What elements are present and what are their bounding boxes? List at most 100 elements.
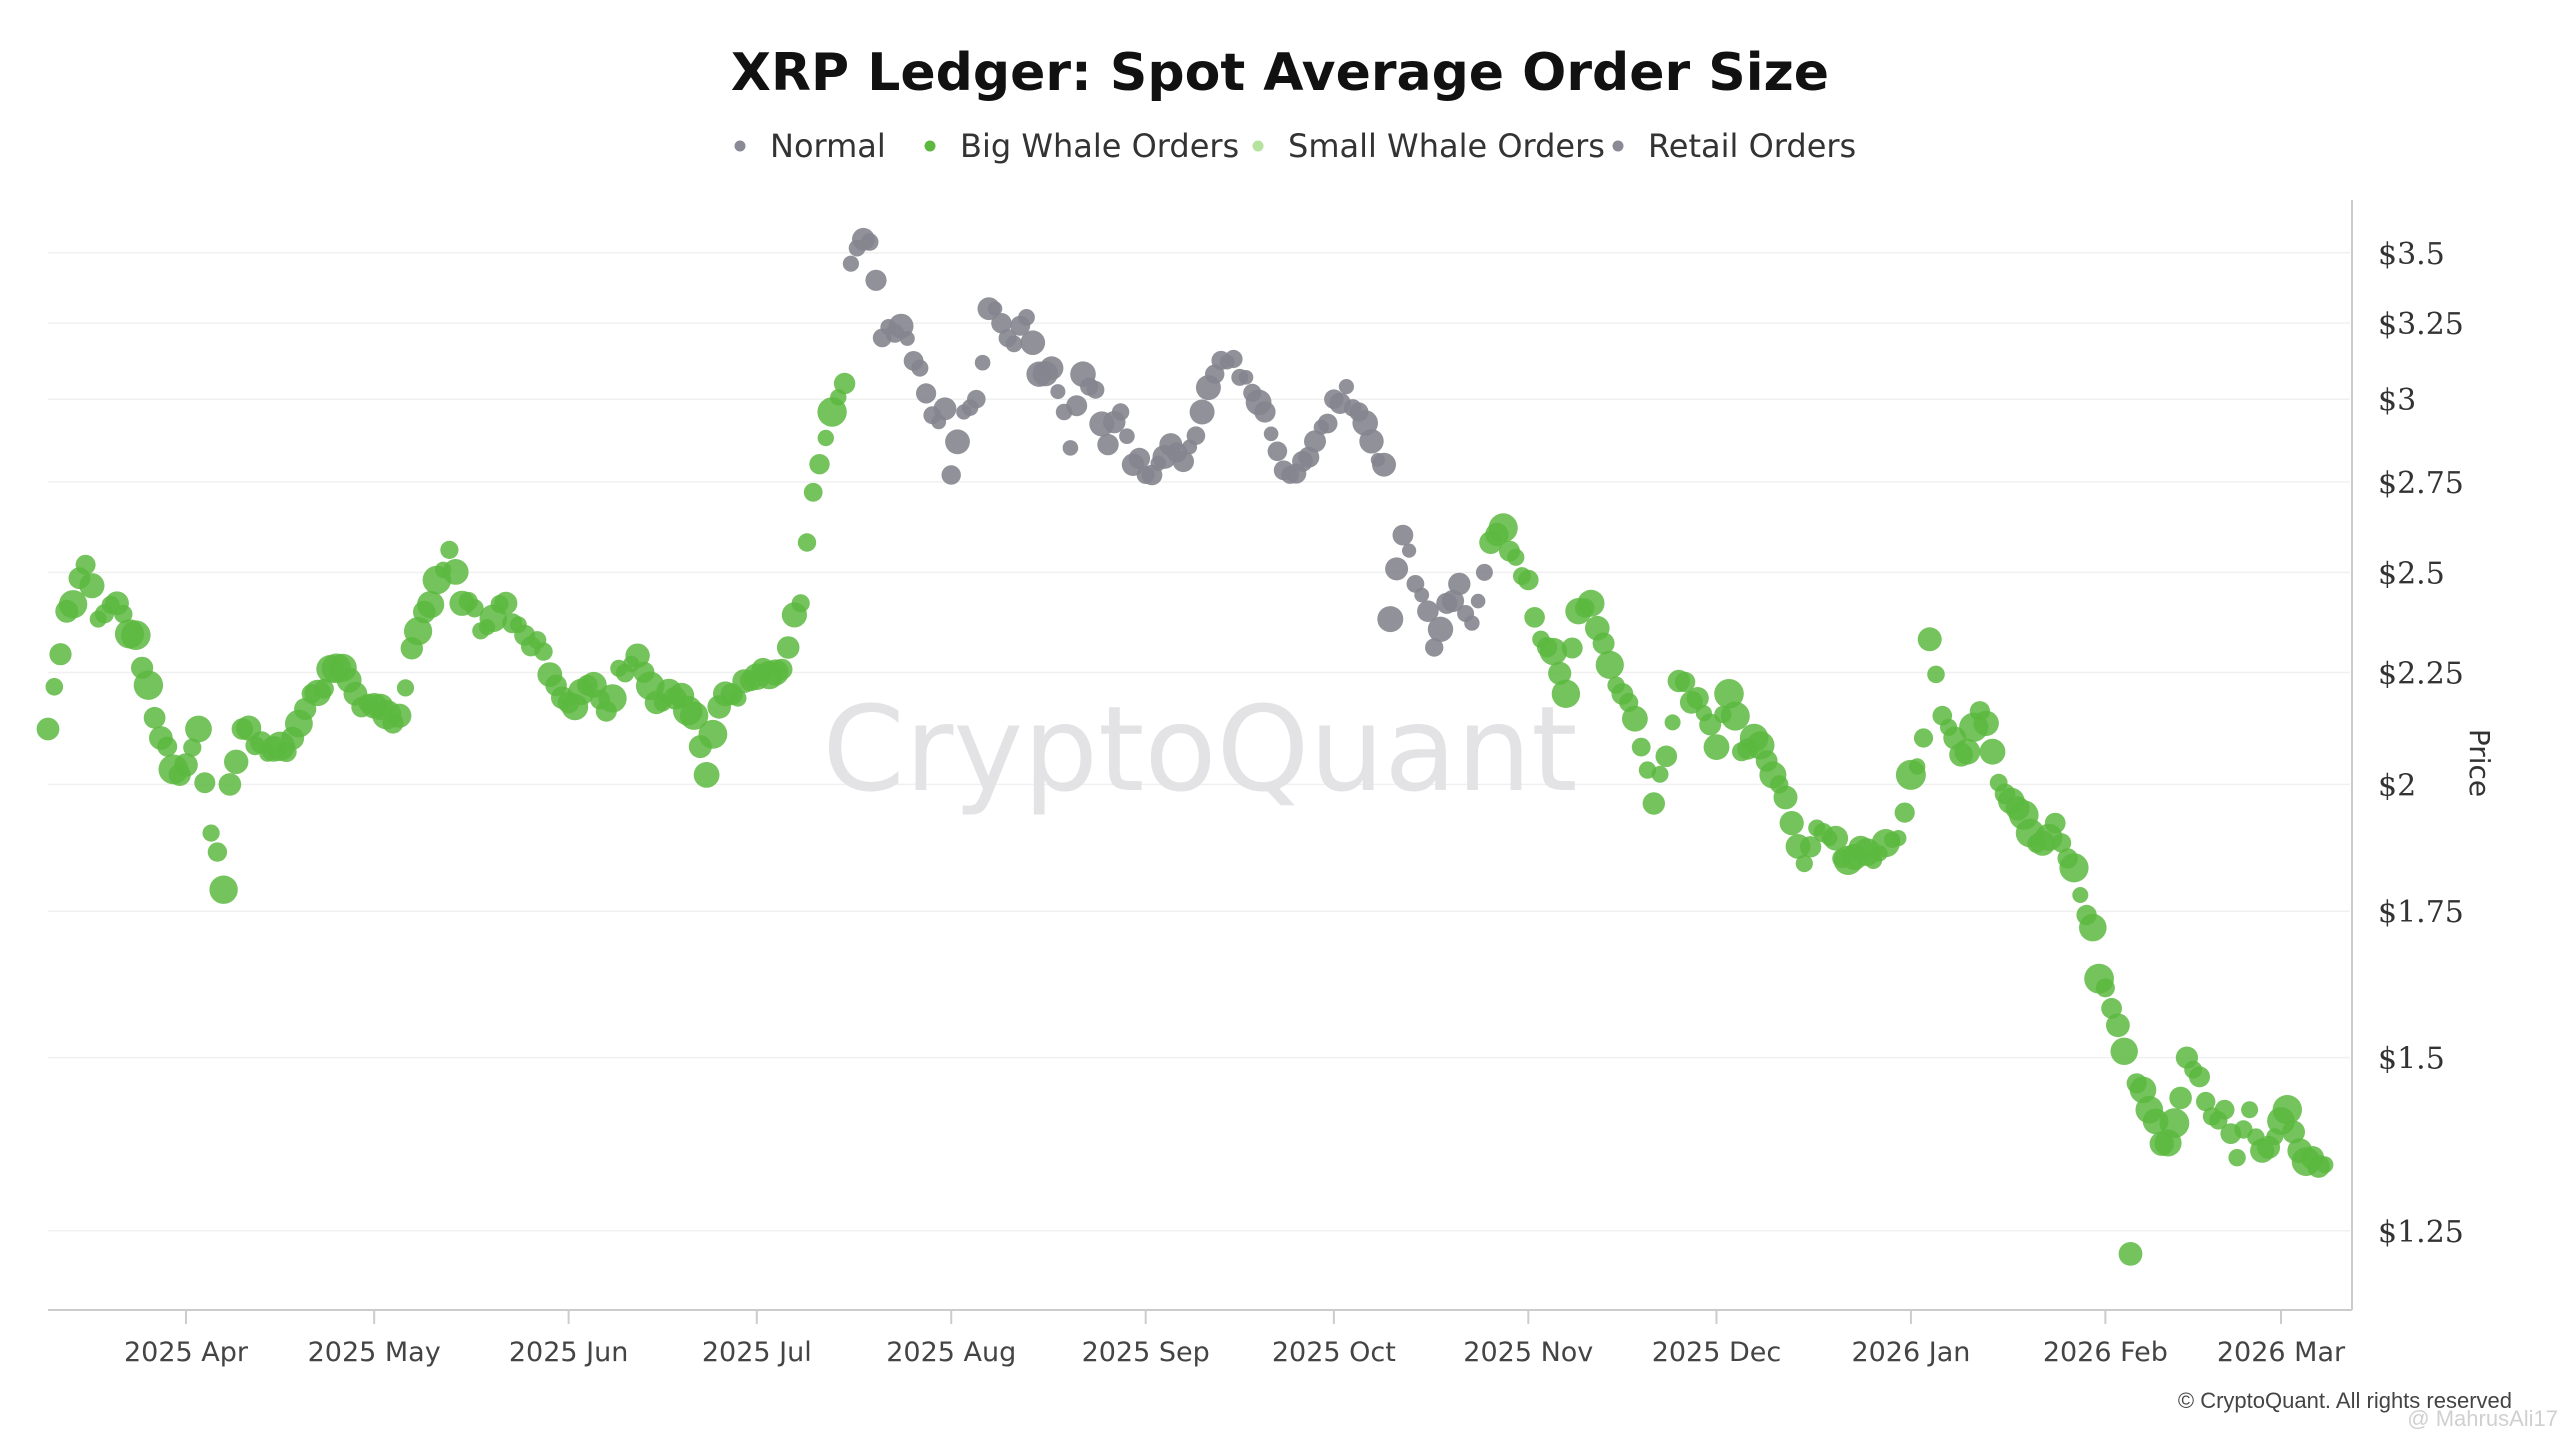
retail-order-point [1475,563,1493,581]
big-whale-order-point [809,454,830,475]
legend-item-retail[interactable]: Retail Orders [1612,127,1857,165]
big-whale-order-point [2095,978,2115,998]
retail-order-point [933,397,957,421]
y-tick-label: $2.25 [2378,656,2464,691]
retail-order-point [1111,403,1130,421]
big-whale-order-point [114,604,133,624]
big-whale-order-point [1518,569,1539,591]
big-whale-order-point [1622,705,1648,732]
big-whale-order-point [314,678,334,699]
big-whale-order-point [698,719,728,749]
x-tick-label: 2025 Jun [509,1337,628,1368]
big-whale-order-point [598,684,627,713]
retail-order-point [1425,638,1444,657]
big-whale-order-point [1507,548,1525,566]
big-whale-order-point [2272,1095,2302,1125]
big-whale-order-point [776,636,800,659]
big-whale-order-point [2059,853,2089,883]
retail-order-point [899,331,915,346]
retail-order-point [991,313,1012,334]
retail-order-point [842,255,860,272]
big-whale-order-point [679,701,709,730]
big-whale-order-point [121,620,151,650]
y-tick-label: $3.25 [2378,307,2464,342]
y-axis-title: Price [2463,729,2496,797]
big-whale-order-point [2079,913,2107,942]
legend-item-small[interactable]: Small Whale Orders [1252,127,1605,165]
retail-order-point [941,465,961,485]
big-whale-order-point [202,824,220,842]
retail-order-point [1119,428,1135,445]
legend-marker-big [924,140,936,152]
big-whale-order-point [1917,627,1942,652]
big-whale-order-point [1703,734,1730,760]
big-whale-order-point [2282,1120,2305,1144]
x-tick-label: 2025 Nov [1463,1337,1593,1368]
x-tick-label: 2025 Sep [1082,1337,1210,1368]
big-whale-order-point [1979,738,2006,765]
big-whale-order-point [693,762,720,788]
y-tick-label: $2 [2378,768,2416,803]
retail-order-point [945,429,970,455]
legend-marker-small [1252,140,1264,152]
x-tick-label: 2025 Apr [124,1337,249,1368]
big-whale-order-point [729,689,747,707]
retail-order-point [1441,589,1465,613]
big-whale-order-point [1823,825,1849,851]
big-whale-order-point [2110,1037,2138,1066]
retail-order-point [1086,380,1105,399]
retail-order-point [1066,395,1088,417]
big-whale-order-point [2189,1066,2210,1088]
retail-order-point [1427,616,1454,642]
big-whale-order-point [1913,728,1934,748]
retail-order-point [974,354,991,371]
y-tick-label: $3 [2378,383,2416,418]
x-tick-label: 2025 Dec [1652,1337,1782,1368]
x-tick-label: 2026 Jan [1851,1337,1970,1368]
big-whale-order-point [36,717,60,741]
author-handle: @ MahrusAli17 [2407,1406,2558,1431]
big-whale-order-point [209,875,238,904]
retail-order-point [860,233,879,251]
big-whale-order-point [442,559,469,585]
y-tick-label: $1.5 [2378,1042,2445,1077]
chart-title: XRP Ledger: Spot Average Order Size [731,43,1829,103]
big-whale-order-point [404,617,433,646]
big-whale-order-point [1714,679,1744,709]
legend-label-big: Big Whale Orders [960,127,1239,165]
legend: Normal Big Whale Orders Small Whale Orders… [734,127,1857,165]
big-whale-order-point [1686,687,1709,710]
x-tick-label: 2025 Oct [1272,1337,1396,1368]
retail-order-point [1470,593,1486,609]
big-whale-order-point [1592,632,1615,655]
retail-order-point [1359,429,1384,454]
big-whale-order-point [194,772,216,794]
retail-order-point [1304,430,1326,453]
big-whale-order-point [2316,1156,2334,1174]
legend-item-normal[interactable]: Normal [734,127,886,165]
x-tick-label: 2025 Jul [702,1337,812,1368]
retail-order-point [1172,450,1195,473]
big-whale-order-point [2159,1108,2190,1138]
retail-order-point [1372,452,1396,477]
retail-order-point [1448,572,1471,596]
x-tick-label: 2026 Mar [2217,1337,2346,1368]
big-whale-order-point [1954,738,1981,765]
big-whale-order-point [1779,811,1804,836]
retail-order-point [1414,587,1430,603]
retail-order-point [1417,600,1439,622]
legend-label-retail: Retail Orders [1648,127,1856,165]
retail-order-point [1018,309,1035,326]
big-whale-order-point [207,842,228,862]
y-tick-label: $1.25 [2378,1215,2464,1250]
big-whale-order-point [1551,679,1581,708]
big-whale-order-point [1642,792,1666,815]
legend-item-big[interactable]: Big Whale Orders [924,127,1240,165]
y-tick-label: $1.75 [2378,895,2464,930]
retail-order-point [1224,349,1243,369]
retail-order-point [1189,399,1215,425]
big-whale-order-point [79,573,105,599]
big-whale-order-point [1524,607,1545,628]
y-axis: $1.25 $1.5 $1.75 $2 $2.25 $2.5 $2.75 $3 $3.25 $3.… [2351,200,2464,1310]
retail-order-point [1062,440,1079,456]
